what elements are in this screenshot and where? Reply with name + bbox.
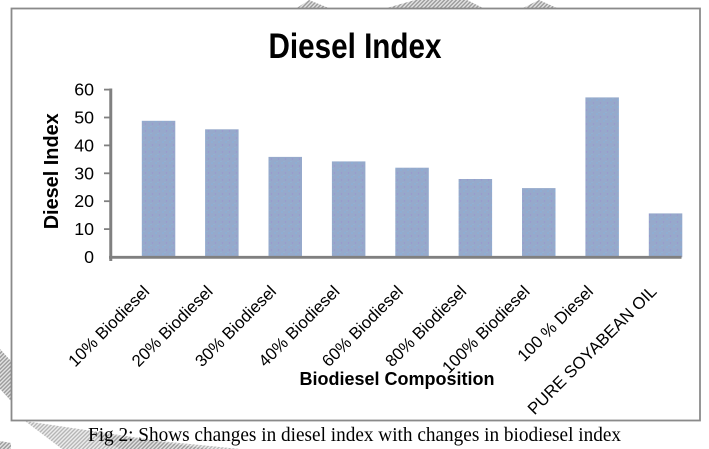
svg-text:Biodiesel Composition: Biodiesel Composition [299,369,494,389]
svg-text:Fig 2: Shows changes in diesel: Fig 2: Shows changes in diesel index wit… [88,424,621,446]
svg-text:0: 0 [84,247,94,267]
svg-text:Diesel Index: Diesel Index [41,113,63,229]
svg-text:50: 50 [74,108,94,128]
svg-text:40: 40 [74,135,94,155]
svg-text:60: 60 [74,80,94,100]
svg-text:10: 10 [74,219,94,239]
svg-text:30: 30 [74,163,94,183]
svg-text:20: 20 [74,191,94,211]
svg-text:Diesel Index: Diesel Index [269,26,442,66]
